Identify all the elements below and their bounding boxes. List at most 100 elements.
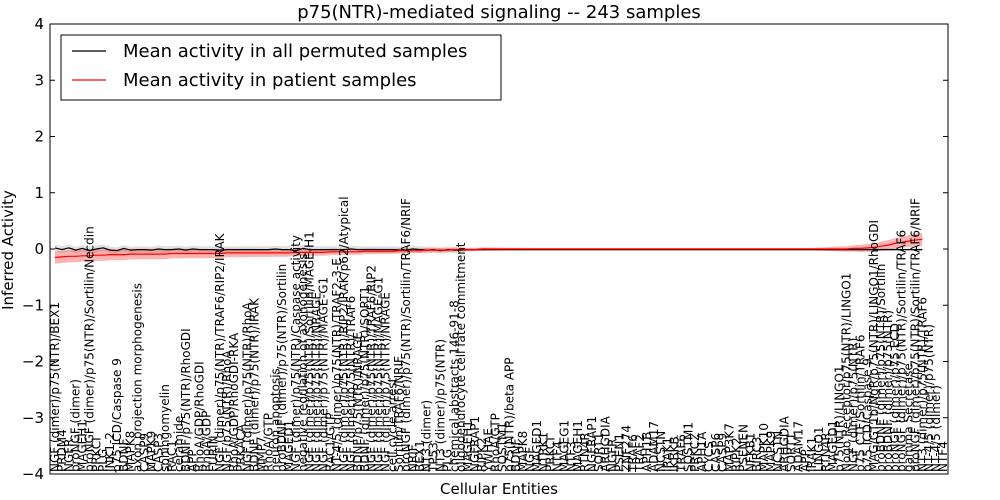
category-label: p75(NTR)/LINGO1 [833, 365, 847, 472]
category-label: TRAF6 [626, 434, 640, 473]
chart-title: p75(NTR)-mediated signaling -- 243 sampl… [297, 2, 701, 23]
category-label: NGFRAP1 [585, 416, 599, 472]
category-label: proNGF (dimer)/p75(NTR)/Sortilin/TRAF6/N… [399, 198, 413, 472]
category-label: CASP6 [709, 433, 723, 472]
category-label: NGFRAP1 [468, 416, 482, 472]
category-label: NGF (dimer)/p75(NTR)/MAGE-G1 [317, 277, 331, 472]
category-label: IRAK1 [805, 437, 819, 472]
category-label: MAGED1 [826, 420, 840, 472]
category-label: TRAF2 [633, 434, 647, 473]
y-tick-label: 1 [34, 184, 44, 202]
category-label: proNGF (dimer)/p75(NTR)/Sortilin/TRAF6/N… [909, 198, 923, 472]
category-label: PSEN1 [613, 433, 627, 472]
category-label: NT-4/5 (dimer)/p75(NTR)/TRAF2-3-E [330, 258, 344, 472]
category-label: Nogo Receptor/p75(NTR)/LINGO1 [840, 273, 854, 472]
category-label: TRAF6 [674, 434, 688, 473]
category-label: proBDNF (dimer)/p75(NTR)/Sortilin [275, 264, 289, 472]
category-label: PRKCZ [688, 433, 702, 472]
category-label: RhoA/GDP [199, 411, 213, 472]
category-label: ARHGDIA [599, 415, 613, 472]
category-label: sphingomyelin [158, 384, 172, 472]
category-label: NCSTN [654, 431, 668, 472]
category-label: RTN4R [819, 432, 833, 472]
category-label: CASP3 [151, 433, 165, 472]
y-tick-label: 4 [34, 15, 44, 33]
patient-mean-line [54, 238, 923, 258]
category-label: proNGF (dimer)/p75(NTR)/Sortilin/Necdin [82, 226, 96, 472]
category-label: NCSTN [771, 431, 785, 472]
category-label: ceramide [172, 416, 186, 472]
category-label: proBDNF (dimer)/p75(NTR) [881, 310, 895, 472]
category-label: CYCS [702, 441, 716, 472]
category-label: proNGF (dimer)/p75(NTR)/Sortilin/TRAF6 [895, 230, 909, 472]
category-label: MAPK9 [764, 431, 778, 472]
category-label: NT3 (dimer)/p75(NTR) [434, 339, 448, 472]
legend-box [60, 34, 502, 101]
y-tick-label: 2 [34, 128, 44, 146]
category-label: MMP7 [255, 436, 269, 472]
category-label: IRAK1 [661, 437, 675, 472]
category-label: FURIN [206, 435, 220, 472]
category-label: MAGEH1 [76, 420, 90, 472]
category-label: TP53 [427, 442, 441, 473]
category-label: PRKCI [544, 437, 558, 472]
category-label: NGF (dimer)/p75(NTR)/RhoA [241, 301, 255, 472]
category-label: SORT1 [592, 432, 606, 472]
category-label: ZNF274 [619, 425, 633, 472]
category-label: RhoA/GTP [261, 413, 275, 472]
category-label: MAGEG1 [557, 420, 571, 472]
legend: Mean activity in all permuted samples Me… [60, 34, 502, 101]
category-label: negative regulation of axonogenesis [296, 253, 310, 472]
y-axis-ticks: −4 −3 −2 −1 0 1 2 3 4 [22, 15, 948, 483]
y-tick-label: 0 [34, 240, 44, 258]
category-label: BDNF [509, 439, 523, 472]
category-label: ADAM17 [647, 421, 661, 472]
category-label: NGF (dimer)/p75(NTR) [847, 338, 861, 472]
category-label: RAC1 [165, 440, 179, 472]
category-label: BEX1 [413, 440, 427, 472]
category-label: RhoA/GDP/RhoGDI-RKA [227, 332, 241, 472]
category-label: NFKB1 [743, 432, 757, 472]
y-axis-label: Inferred Activity [0, 190, 17, 310]
category-label: RIPK2 [730, 437, 744, 472]
category-label: BDNF (dimer)/p75(NTR)/SORT1 [358, 286, 372, 472]
category-label: p75 ICD/Caspase 9 [110, 358, 124, 472]
category-label: NGF (dimer)/p75(NTR)/NRAGE [378, 292, 392, 472]
category-label: proNGF (dimer) [69, 379, 83, 472]
category-label: SORT1 [785, 433, 799, 473]
category-label: CASP9 [138, 433, 152, 472]
category-label: oligodendrocyte cell fate commitment [454, 242, 468, 472]
category-label: PRKCI [89, 437, 103, 472]
category-label: NT-4/5 (dimer) [929, 385, 943, 472]
category-label: NGF/p75(NTR)/RhoA [220, 350, 234, 472]
category-labels: NGF (dimer)/p75(NTR)/BEX1PRDM4NGFRproNGF… [48, 196, 950, 473]
category-label: neuron apoptosis [268, 368, 282, 472]
category-label: cell cycle arrest [385, 377, 399, 472]
y-tick-label: −3 [22, 409, 44, 427]
category-label: PLG [440, 449, 454, 472]
category-label: NGF (dimer)/p75(NTR)/TRAF6 [344, 296, 358, 472]
category-label: BIRC3 [750, 436, 764, 472]
category-label: MAGEH1 [461, 420, 475, 472]
category-label: NTRK1 [537, 432, 551, 472]
legend-patient-label: Mean activity in patient samples [123, 70, 417, 91]
category-label: PRKACA [234, 423, 248, 472]
category-label: p75 CTF/Sortilin/TRAF6 [853, 334, 867, 472]
category-label: NGF (dimer)/p75(NTR)/RIP2/IRAK/p62/Atypi… [337, 196, 351, 472]
category-label: APP [798, 449, 812, 472]
category-label: NGFR [606, 439, 620, 473]
category-label: BDNF/p75(NTR)/RhoGDI [179, 328, 193, 472]
y-tick-label: 3 [34, 71, 44, 89]
category-label: proNGF (dimer)/p75 ECD [888, 323, 902, 472]
category-label: NT3 (dimer)/p75(NTR)/TRAF6 [915, 297, 929, 472]
category-label: JNK1-2 [103, 432, 117, 473]
category-label: chemical abstracts 146-91-8 [447, 300, 461, 472]
category-label: p75(NTR)/beta APP [502, 357, 516, 472]
category-label: MAGED1 [530, 420, 544, 472]
y-tick-label: −2 [22, 353, 44, 371]
category-label: MAPK8 [516, 431, 530, 472]
category-label: MAP3K7 [723, 423, 737, 472]
category-label: NT3 (dimer) [420, 400, 434, 472]
category-label: NGFR [62, 439, 76, 473]
category-label: PLG [96, 449, 110, 472]
